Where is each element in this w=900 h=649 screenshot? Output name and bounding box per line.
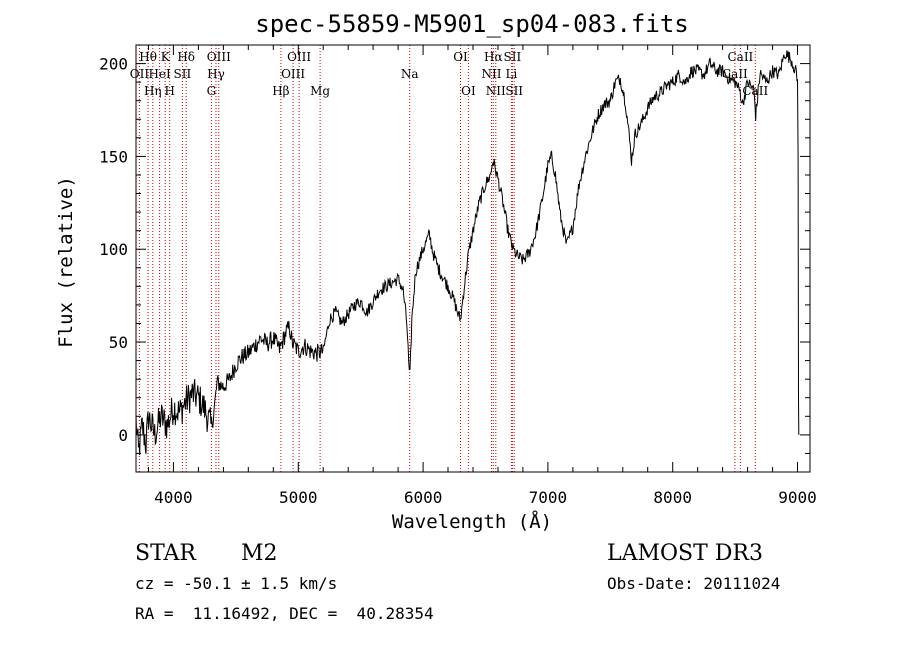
spectral-line-label: OII <box>130 67 150 81</box>
spectral-line-label: NII <box>486 84 506 98</box>
spectral-line-label: H <box>164 84 174 98</box>
spectral-line-label: Hη <box>144 84 162 98</box>
spectral-line-label: NII <box>482 67 502 81</box>
y-tick-label: 0 <box>118 426 128 445</box>
y-axis-label: Flux (relative) <box>55 176 77 348</box>
y-axis-ticks: 0 50 100 150 200 <box>99 44 810 473</box>
x-tick-label: 4000 <box>154 488 193 507</box>
x-tick-label: 7000 <box>529 488 568 507</box>
redshift-cz: cz = -50.1 ± 1.5 km/s <box>135 574 337 593</box>
spectral-line-label: OIII <box>207 50 231 64</box>
spectral-line-label: Hα <box>484 50 503 64</box>
spectral-line-label: CaII <box>742 84 768 98</box>
spectral-line-label: K <box>161 50 171 64</box>
spectral-line-label: OI <box>461 84 476 98</box>
spectral-line-label: Hγ <box>207 67 225 81</box>
sky-coordinates: RA = 11.16492, DEC = 40.28354 <box>135 604 434 623</box>
spectral-line-label: OIII <box>281 67 305 81</box>
spectral-line-label: Li <box>505 67 517 81</box>
spectral-line-label: Hδ <box>177 50 195 64</box>
spectral-line-label: Hθ <box>139 50 157 64</box>
observation-date: Obs-Date: 20111024 <box>607 574 780 593</box>
y-tick-label: 50 <box>109 333 128 352</box>
spectral-line-label: HeI <box>148 67 171 81</box>
spectral-line-label: SII <box>504 50 522 64</box>
chart-title: spec-55859-M5901_sp04-083.fits <box>255 10 688 38</box>
object-class: STAR <box>135 541 197 566</box>
survey-name: LAMOST DR3 <box>607 541 763 566</box>
spectral-line-label: CaII <box>727 50 753 64</box>
spectral-line-label: Na <box>401 67 419 81</box>
spectral-line-markers <box>138 45 756 472</box>
plot-frame <box>135 44 811 473</box>
spectral-line-label: CaII <box>722 67 748 81</box>
spectral-line-label: Hβ <box>272 84 289 98</box>
y-tick-label: 200 <box>99 55 128 74</box>
spectral-line-labels: OIIHθHηHeIKHSIIHδGHγOIIIHβOIIIOIIIMgNaOI… <box>130 50 769 98</box>
x-tick-label: 5000 <box>279 488 318 507</box>
spectral-line-label: Mg <box>310 84 330 98</box>
x-tick-label: 8000 <box>653 488 692 507</box>
spectral-line-label: OIII <box>287 50 311 64</box>
y-tick-label: 150 <box>99 147 128 166</box>
spectral-line-label: OI <box>453 50 468 64</box>
spectral-line-label: G <box>207 84 217 98</box>
x-tick-label: 6000 <box>404 488 443 507</box>
spectrum-line <box>135 50 800 456</box>
y-tick-label: 100 <box>99 240 128 259</box>
spectral-line-label: SII <box>505 84 523 98</box>
object-subclass: M2 <box>241 541 278 566</box>
spectral-line-label: SII <box>174 67 192 81</box>
x-tick-label: 9000 <box>778 488 817 507</box>
x-axis-label: Wavelength (Å) <box>392 510 552 533</box>
x-axis-ticks: 4000 5000 6000 7000 8000 9000 <box>148 45 817 507</box>
